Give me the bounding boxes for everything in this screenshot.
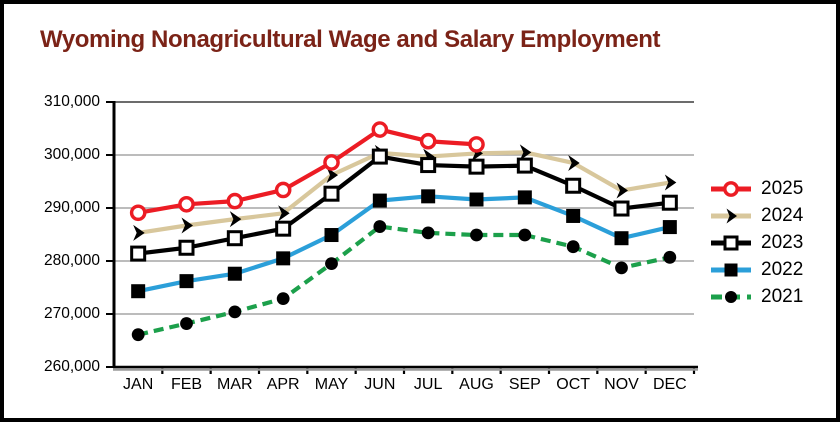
marker-filled-circle <box>518 228 532 242</box>
marker-filled-square <box>421 189 436 204</box>
marker-chevron-right <box>133 224 145 241</box>
x-axis-tick-label: NOV <box>604 376 639 393</box>
marker-filled-circle <box>470 228 483 242</box>
marker-filled-circle <box>663 250 677 264</box>
marker-chevron-right <box>616 182 628 199</box>
series-line-2024 <box>137 150 671 235</box>
chart-legend: 2025 2024 2023 2022 2021 <box>710 175 803 310</box>
marker-filled-square <box>662 220 677 235</box>
x-axis-tick-label: FEB <box>170 376 203 393</box>
legend-swatch-filled-circle-icon <box>711 290 751 303</box>
marker-open-circle <box>226 192 244 210</box>
marker-filled-circle <box>615 261 628 275</box>
legend-item-2024: 2024 <box>710 202 803 229</box>
legend-marker-filled-circle-icon <box>725 290 737 303</box>
legend-swatch-open-circle-icon <box>711 180 751 197</box>
marker-open-square <box>371 148 388 165</box>
legend-label: 2023 <box>761 231 804 253</box>
x-axis-tick-label: JUL <box>413 376 443 393</box>
marker-chevron-right <box>664 174 677 191</box>
x-axis-tick-label: SEP <box>508 376 541 393</box>
marker-chevron-right <box>278 205 290 222</box>
series-line-2021 <box>137 224 671 337</box>
marker-open-square <box>323 185 340 202</box>
marker-chevron-right <box>519 144 532 161</box>
marker-filled-square <box>324 228 339 243</box>
legend-label: 2022 <box>761 258 804 280</box>
legend-item-2021: 2021 <box>710 283 803 310</box>
marker-filled-square <box>517 190 532 205</box>
marker-filled-square <box>179 274 194 289</box>
x-axis-tick-label: DEC <box>652 376 687 393</box>
marker-chevron-right <box>326 167 338 184</box>
marker-filled-square <box>614 231 629 246</box>
y-axis-tick-label: 260,000 <box>43 358 100 375</box>
marker-open-square <box>275 220 292 237</box>
series-line-2022 <box>137 194 671 294</box>
legend-marker-filled-square-icon <box>724 263 738 276</box>
marker-open-square <box>613 200 630 217</box>
marker-filled-circle <box>421 226 435 240</box>
y-axis-tick-label: 310,000 <box>43 93 100 110</box>
y-axis-tick-label: 290,000 <box>43 199 100 216</box>
chart-title: Wyoming Nonagricultural Wage and Salary … <box>40 26 661 53</box>
marker-filled-square <box>276 251 291 266</box>
marker-open-square <box>565 177 582 194</box>
marker-open-square <box>226 230 243 247</box>
marker-filled-circle <box>566 240 580 254</box>
y-axis-tick-label: 300,000 <box>43 146 100 163</box>
y-axis-tick-label: 270,000 <box>43 305 100 322</box>
chart-plot-area <box>106 101 698 374</box>
marker-filled-square <box>469 192 484 207</box>
x-axis-tick-label: JUN <box>364 376 396 393</box>
marker-open-circle <box>274 181 292 199</box>
marker-open-square <box>661 194 678 211</box>
x-axis-tick-label: MAR <box>217 376 253 393</box>
marker-open-square <box>420 157 437 174</box>
marker-chevron-right <box>568 154 580 171</box>
x-axis-tick-label: APR <box>266 376 300 393</box>
marker-filled-circle <box>276 292 290 306</box>
marker-open-square <box>516 157 533 174</box>
marker-filled-circle <box>325 257 338 271</box>
legend-marker-open-square-icon <box>723 235 739 250</box>
marker-open-square <box>178 239 195 256</box>
legend-item-2025: 2025 <box>710 175 803 202</box>
x-axis-tick-label: MAY <box>314 376 349 393</box>
legend-swatch-filled-square-icon <box>711 263 751 276</box>
legend-label: 2024 <box>761 204 804 226</box>
marker-chevron-right <box>229 211 242 228</box>
marker-filled-square <box>372 193 387 208</box>
marker-open-circle <box>419 132 437 150</box>
marker-filled-circle <box>180 317 193 330</box>
x-axis-tick-label: JAN <box>123 376 154 393</box>
legend-swatch-chevron-right-icon <box>711 208 751 223</box>
marker-filled-square <box>566 208 581 223</box>
legend-item-2022: 2022 <box>710 256 803 283</box>
marker-open-square <box>130 245 147 262</box>
marker-filled-circle <box>373 220 387 233</box>
marker-open-circle <box>323 154 340 171</box>
marker-open-circle <box>178 195 195 213</box>
series-line-2023 <box>137 154 671 256</box>
marker-open-circle <box>129 204 147 222</box>
legend-swatch-open-square-icon <box>711 235 751 250</box>
marker-open-square <box>468 158 485 175</box>
marker-open-circle <box>371 121 389 138</box>
marker-filled-circle <box>228 305 242 319</box>
marker-filled-square <box>227 266 242 281</box>
marker-chevron-right <box>181 217 193 234</box>
legend-marker-open-circle-icon <box>723 180 739 197</box>
marker-filled-circle <box>131 328 145 342</box>
marker-filled-square <box>131 284 146 299</box>
x-axis-tick-label: AUG <box>459 376 494 393</box>
x-axis-tick-label: OCT <box>556 376 591 393</box>
y-axis-tick-label: 280,000 <box>43 252 100 269</box>
legend-label: 2021 <box>761 285 804 307</box>
legend-marker-chevron-right-icon <box>726 208 737 223</box>
legend-item-2023: 2023 <box>710 229 803 256</box>
marker-open-circle <box>468 136 485 153</box>
legend-label: 2025 <box>761 177 804 199</box>
